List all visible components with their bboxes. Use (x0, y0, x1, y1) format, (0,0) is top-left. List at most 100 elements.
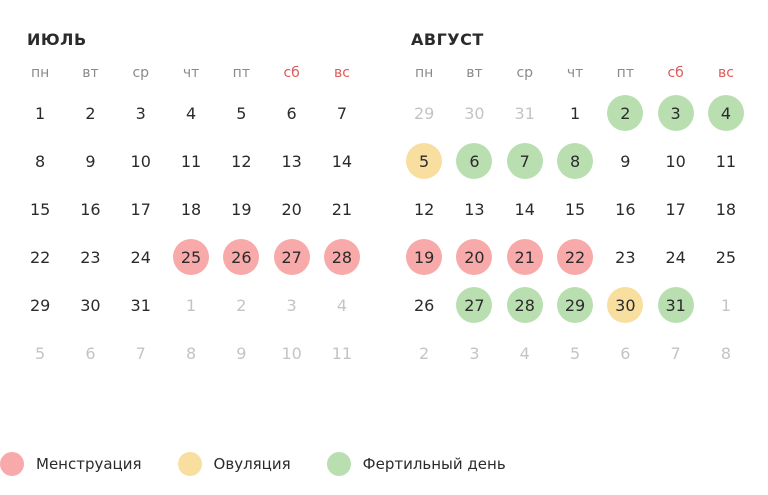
calendar-day[interactable]: 6 (600, 329, 650, 377)
calendar-day[interactable]: 8 (701, 329, 751, 377)
day-number: 2 (419, 343, 430, 363)
calendar-day[interactable]: 3 (116, 89, 166, 137)
calendar-day[interactable]: 8 (550, 137, 600, 185)
calendar-day[interactable]: 10 (650, 137, 700, 185)
calendar-day[interactable]: 19 (399, 233, 449, 281)
calendar-day[interactable]: 8 (166, 329, 216, 377)
calendar-day[interactable]: 31 (650, 281, 700, 329)
calendar-day[interactable]: 15 (15, 185, 65, 233)
calendar-day[interactable]: 2 (65, 89, 115, 137)
calendar-day[interactable]: 28 (500, 281, 550, 329)
calendar-day[interactable]: 3 (266, 281, 316, 329)
day-number: 26 (223, 239, 260, 275)
legend: Менструация Овуляция Фертильный день (0, 452, 542, 476)
calendar-day[interactable]: 18 (701, 185, 751, 233)
month-july: ИЮЛЬ пн вт ср чт пт сб вс 1 2 3 4 5 6 7 8 9 10 11 12 13 14 1… (15, 30, 367, 377)
calendar-day[interactable]: 20 (449, 233, 499, 281)
calendar-day[interactable]: 5 (216, 89, 266, 137)
calendar-day[interactable]: 12 (399, 185, 449, 233)
calendar-day[interactable]: 6 (266, 89, 316, 137)
calendar-day[interactable]: 7 (500, 137, 550, 185)
calendar-day[interactable]: 1 (550, 89, 600, 137)
legend-item-menstruation: Менструация (0, 452, 142, 476)
calendar-day[interactable]: 31 (500, 89, 550, 137)
calendar-day[interactable]: 2 (600, 89, 650, 137)
calendar-day[interactable]: 1 (15, 89, 65, 137)
calendar-day[interactable]: 30 (449, 89, 499, 137)
calendar-day[interactable]: 14 (317, 137, 367, 185)
calendar-day[interactable]: 7 (116, 329, 166, 377)
calendar-day[interactable]: 26 (216, 233, 266, 281)
calendar-day[interactable]: 9 (216, 329, 266, 377)
calendar-day[interactable]: 8 (15, 137, 65, 185)
calendar-day[interactable]: 30 (65, 281, 115, 329)
calendar-day[interactable]: 29 (550, 281, 600, 329)
calendar-day[interactable]: 9 (600, 137, 650, 185)
calendar-day[interactable]: 30 (600, 281, 650, 329)
calendar-day[interactable]: 25 (701, 233, 751, 281)
day-number: 15 (564, 199, 586, 219)
calendar-day[interactable]: 11 (166, 137, 216, 185)
calendar-day[interactable]: 4 (317, 281, 367, 329)
calendar-day[interactable]: 19 (216, 185, 266, 233)
calendar-day[interactable]: 3 (650, 89, 700, 137)
calendar-day[interactable]: 24 (116, 233, 166, 281)
calendar-day[interactable]: 11 (317, 329, 367, 377)
calendar-day[interactable]: 29 (399, 89, 449, 137)
day-number: 29 (29, 295, 51, 315)
calendar-day[interactable]: 1 (166, 281, 216, 329)
calendar-day[interactable]: 26 (399, 281, 449, 329)
day-number: 21 (506, 239, 543, 275)
weekday-label: вс (717, 65, 734, 81)
calendar-day[interactable]: 13 (449, 185, 499, 233)
calendar-day[interactable]: 11 (701, 137, 751, 185)
calendar-day[interactable]: 6 (65, 329, 115, 377)
calendar-day[interactable]: 4 (166, 89, 216, 137)
calendar-day[interactable]: 9 (65, 137, 115, 185)
day-number: 20 (456, 239, 493, 275)
calendar-day[interactable]: 17 (650, 185, 700, 233)
calendar-day[interactable]: 20 (266, 185, 316, 233)
calendar-day[interactable]: 13 (266, 137, 316, 185)
day-number: 22 (557, 239, 594, 275)
calendar-day[interactable]: 10 (116, 137, 166, 185)
calendar-day[interactable]: 1 (701, 281, 751, 329)
calendar-day[interactable]: 24 (650, 233, 700, 281)
calendar-day[interactable]: 2 (216, 281, 266, 329)
calendar-day[interactable]: 27 (449, 281, 499, 329)
calendar-day[interactable]: 27 (266, 233, 316, 281)
calendar-day[interactable]: 17 (116, 185, 166, 233)
calendar-day[interactable]: 7 (317, 89, 367, 137)
calendar-day[interactable]: 10 (266, 329, 316, 377)
menstruation-dot-icon (0, 452, 24, 476)
calendar-day[interactable]: 16 (65, 185, 115, 233)
calendar-day[interactable]: 5 (399, 137, 449, 185)
calendar-day[interactable]: 3 (449, 329, 499, 377)
calendar-day[interactable]: 6 (449, 137, 499, 185)
calendar-day[interactable]: 18 (166, 185, 216, 233)
legend-item-fertile: Фертильный день (326, 452, 506, 476)
calendar-day[interactable]: 21 (317, 185, 367, 233)
calendar-day[interactable]: 23 (65, 233, 115, 281)
calendar-day[interactable]: 7 (650, 329, 700, 377)
calendar-day[interactable]: 25 (166, 233, 216, 281)
week-row: 1 2 3 4 5 6 7 (15, 89, 367, 137)
calendar-day[interactable]: 21 (500, 233, 550, 281)
calendar-day[interactable]: 4 (500, 329, 550, 377)
calendar-day[interactable]: 22 (15, 233, 65, 281)
weekday-label: сб (667, 65, 684, 81)
calendar-day[interactable]: 4 (701, 89, 751, 137)
calendar-day[interactable]: 22 (550, 233, 600, 281)
calendar-day[interactable]: 15 (550, 185, 600, 233)
calendar-day[interactable]: 12 (216, 137, 266, 185)
day-number: 3 (286, 295, 297, 315)
calendar-day[interactable]: 28 (317, 233, 367, 281)
calendar-day[interactable]: 31 (116, 281, 166, 329)
calendar-day[interactable]: 16 (600, 185, 650, 233)
calendar-day[interactable]: 5 (15, 329, 65, 377)
calendar-day[interactable]: 29 (15, 281, 65, 329)
calendar-day[interactable]: 14 (500, 185, 550, 233)
calendar-day[interactable]: 5 (550, 329, 600, 377)
calendar-day[interactable]: 2 (399, 329, 449, 377)
calendar-day[interactable]: 23 (600, 233, 650, 281)
